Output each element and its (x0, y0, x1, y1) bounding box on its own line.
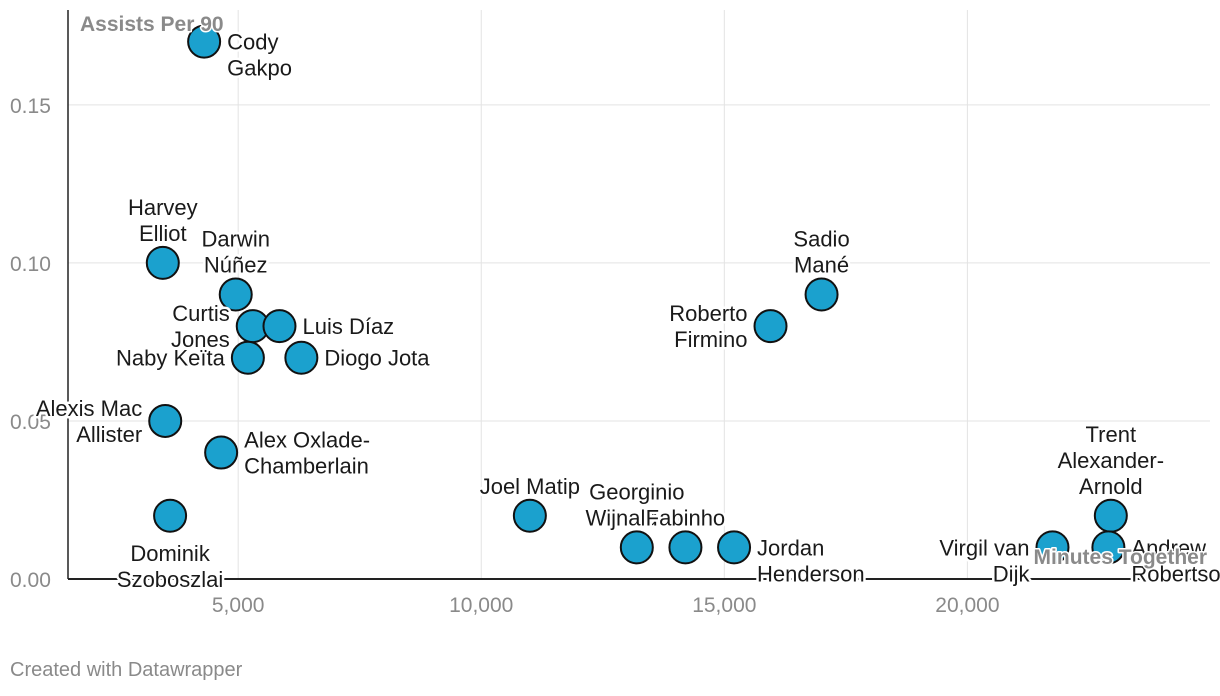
data-point (1035, 530, 1070, 565)
point-label-line: Dijk (993, 561, 1031, 586)
point-label: AndrewRobertson (1131, 535, 1220, 586)
point-label: Cody Gakpo (227, 30, 292, 81)
x-axis-title: Minutes Together (1034, 546, 1207, 569)
point-label-line: Szoboszlai (117, 567, 223, 592)
data-point (262, 309, 297, 344)
point-label-line: Harvey (128, 195, 198, 220)
axes (67, 10, 1210, 580)
data-point (668, 530, 703, 565)
point-label: Naby Keïta (116, 346, 226, 371)
point-label-line: Gakpo (227, 56, 292, 81)
data-point (284, 340, 319, 375)
data-points (145, 24, 1128, 565)
point-label: Harvey Elliot (128, 195, 198, 246)
data-point (204, 435, 239, 470)
point-label: Dominik Szoboszlai (117, 541, 223, 592)
data-point (512, 498, 547, 533)
point-label-line: Jordan (757, 535, 824, 560)
point-label-line: Darwin (201, 227, 269, 252)
point-label: Roberto Firmino (669, 301, 747, 352)
point-label-line: Roberto (669, 301, 747, 326)
data-point (218, 277, 253, 312)
tick-labels: 5,000 10,000 15,000 20,000 0.00 0.05 0.10 0.15 (10, 95, 1000, 617)
point-label-line: Dominik (130, 541, 210, 566)
x-tick-label: 15,000 (692, 594, 756, 617)
point-label: Darwin Núñez (201, 227, 269, 278)
data-point (1091, 530, 1126, 565)
gridlines (68, 10, 1210, 579)
data-point (804, 277, 839, 312)
data-point (619, 530, 654, 565)
y-axis-title: Assists Per 90 (80, 13, 224, 36)
point-label-line: Andrew (1131, 535, 1206, 560)
point-label-line: Trent (1086, 422, 1137, 447)
point-label: Sadio Mané (793, 227, 849, 278)
x-tick-label: 5,000 (212, 594, 265, 617)
point-label-line: Jones (171, 327, 230, 352)
data-point (230, 340, 265, 375)
point-label: Virgil van Dijk (939, 535, 1030, 586)
point-label-line: Arnold (1079, 474, 1143, 499)
y-tick-label: 0.15 (10, 95, 51, 118)
data-point (153, 498, 188, 533)
point-label: Georginio Wijnaldum (585, 479, 688, 530)
point-label: Diogo Jota (324, 346, 430, 371)
point-label-line: Alexander- (1058, 448, 1164, 473)
data-point (753, 309, 788, 344)
point-label: Joel Matip (480, 474, 580, 499)
data-point (187, 24, 222, 59)
point-label-line: Sadio (793, 227, 849, 252)
point-label-line: Robertson (1131, 561, 1220, 586)
datawrapper-credit: Created with Datawrapper (10, 659, 243, 681)
point-label-line: Curtis (172, 301, 229, 326)
point-label: Alex Oxlade-Chamberlain (244, 428, 370, 479)
x-tick-label: 20,000 (935, 594, 999, 617)
point-label-line: Allister (76, 422, 142, 447)
point-label-line: Fabinho (646, 505, 726, 530)
point-label: Curtis Jones (171, 301, 230, 352)
point-label-line: Diogo Jota (324, 346, 430, 371)
point-label-line: Henderson (757, 561, 865, 586)
point-label-line: Alex Oxlade- (244, 428, 370, 453)
point-label-line: Firmino (674, 327, 747, 352)
point-label-line: Chamberlain (244, 454, 369, 479)
data-point (148, 403, 183, 438)
point-label-line: Georginio (589, 479, 684, 504)
point-label-line: Luis Díaz (302, 314, 394, 339)
data-point (1093, 498, 1128, 533)
point-label-line: Wijnaldum (585, 505, 688, 530)
point-label-line: Elliot (139, 221, 187, 246)
x-tick-label: 10,000 (449, 594, 513, 617)
point-label-line: Alexis Mac (36, 396, 142, 421)
point-label-line: Joel Matip (480, 474, 580, 499)
point-label-line: Mané (794, 253, 849, 278)
point-label-line: Núñez (204, 253, 268, 278)
data-point (717, 530, 752, 565)
point-label-line: Naby Keïta (116, 346, 226, 371)
y-tick-label: 0.05 (10, 411, 51, 434)
point-label: Alexis Mac Allister (36, 396, 142, 447)
point-label: Fabinho (646, 505, 726, 530)
point-label: Jordan Henderson (757, 535, 865, 586)
data-point (145, 245, 180, 280)
point-label-line: Virgil van (939, 535, 1029, 560)
y-tick-label: 0.00 (10, 569, 51, 592)
y-tick-label: 0.10 (10, 253, 51, 276)
point-label-line: Cody (227, 30, 278, 55)
point-label: Trent Alexander-Arnold (1058, 422, 1164, 499)
point-label: Luis Díaz (302, 314, 394, 339)
